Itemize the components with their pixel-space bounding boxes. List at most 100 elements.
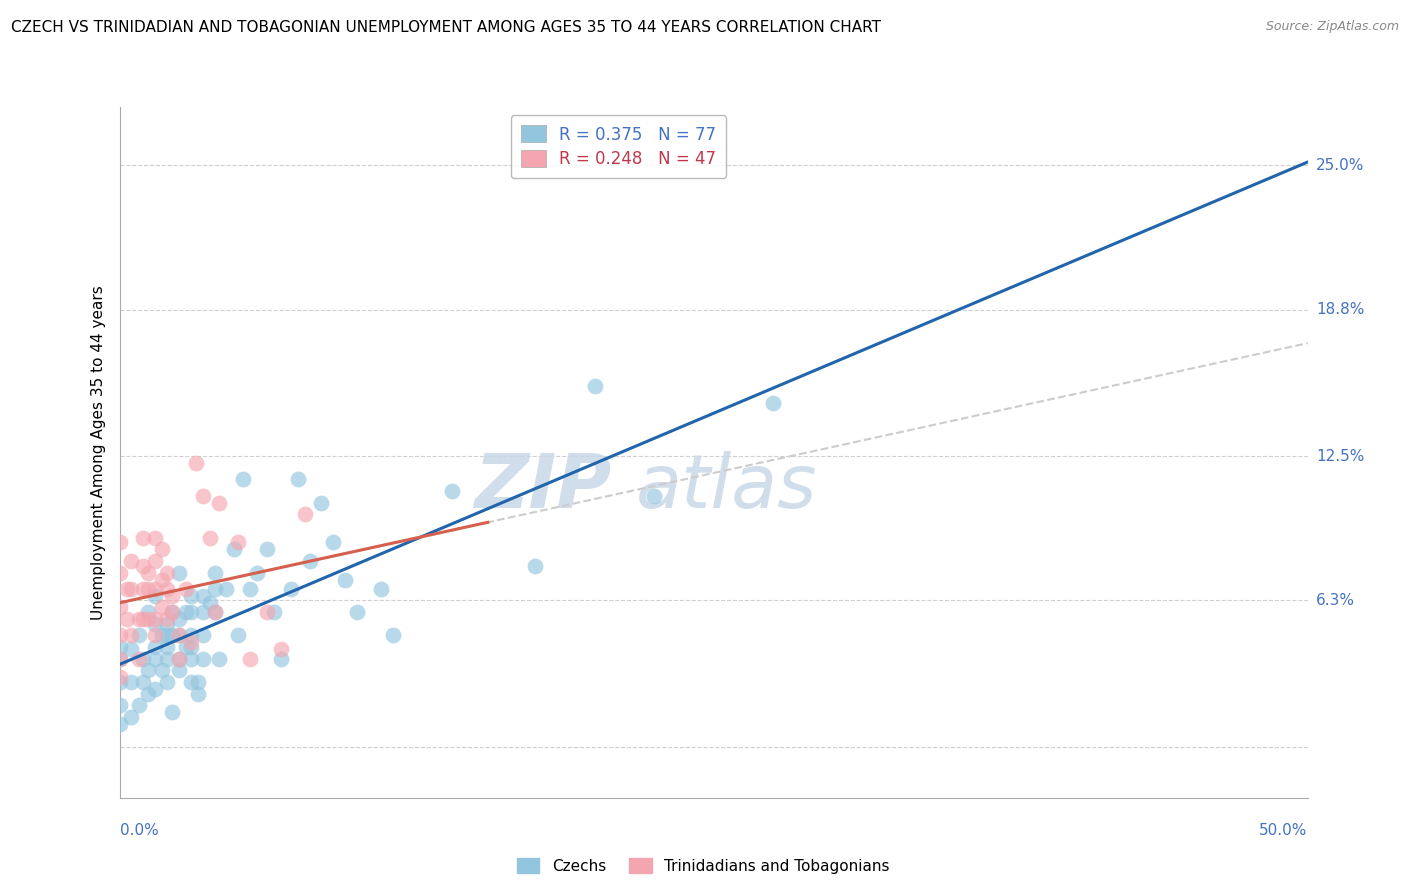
- Text: 18.8%: 18.8%: [1316, 302, 1364, 317]
- Point: [180, 628, 202, 642]
- Text: atlas: atlas: [637, 451, 818, 524]
- Point: [132, 651, 155, 665]
- Point: [191, 589, 214, 603]
- Point: [150, 600, 173, 615]
- Point: [143, 628, 166, 642]
- Point: [167, 612, 190, 626]
- Point: [156, 566, 179, 580]
- Point: [132, 558, 155, 573]
- Point: [441, 484, 464, 499]
- Point: [381, 628, 404, 642]
- Point: [108, 566, 131, 580]
- Point: [156, 640, 179, 654]
- Text: Source: ZipAtlas.com: Source: ZipAtlas.com: [1265, 20, 1399, 33]
- Point: [132, 675, 155, 690]
- Point: [136, 612, 159, 626]
- Point: [204, 605, 226, 619]
- Point: [143, 612, 166, 626]
- Point: [160, 705, 183, 719]
- Point: [174, 640, 197, 654]
- Point: [143, 531, 166, 545]
- Point: [115, 612, 138, 626]
- Point: [150, 628, 173, 642]
- Point: [150, 542, 173, 557]
- Point: [204, 582, 226, 596]
- Point: [643, 489, 665, 503]
- Point: [108, 651, 131, 665]
- Point: [180, 635, 202, 649]
- Point: [239, 582, 262, 596]
- Point: [180, 675, 202, 690]
- Point: [156, 651, 179, 665]
- Point: [167, 651, 190, 665]
- Point: [128, 612, 150, 626]
- Point: [120, 642, 142, 657]
- Point: [120, 554, 142, 568]
- Point: [180, 589, 202, 603]
- Point: [215, 582, 238, 596]
- Point: [132, 612, 155, 626]
- Point: [174, 582, 197, 596]
- Point: [187, 675, 209, 690]
- Point: [204, 605, 226, 619]
- Point: [180, 605, 202, 619]
- Point: [150, 573, 173, 587]
- Point: [143, 554, 166, 568]
- Text: CZECH VS TRINIDADIAN AND TOBAGONIAN UNEMPLOYMENT AMONG AGES 35 TO 44 YEARS CORRE: CZECH VS TRINIDADIAN AND TOBAGONIAN UNEM…: [11, 20, 882, 35]
- Point: [136, 687, 159, 701]
- Point: [222, 542, 245, 557]
- Text: 50.0%: 50.0%: [1260, 823, 1308, 838]
- Point: [108, 651, 131, 665]
- Point: [136, 566, 159, 580]
- Point: [167, 628, 190, 642]
- Point: [256, 605, 278, 619]
- Point: [120, 582, 142, 596]
- Point: [167, 663, 190, 677]
- Point: [143, 681, 166, 696]
- Point: [335, 573, 357, 587]
- Point: [156, 616, 179, 631]
- Text: 6.3%: 6.3%: [1316, 593, 1355, 608]
- Point: [167, 628, 190, 642]
- Point: [150, 663, 173, 677]
- Point: [128, 698, 150, 713]
- Point: [524, 558, 547, 573]
- Point: [143, 616, 166, 631]
- Legend: R = 0.375   N = 77, R = 0.248   N = 47: R = 0.375 N = 77, R = 0.248 N = 47: [510, 115, 725, 178]
- Point: [208, 496, 231, 510]
- Point: [174, 605, 197, 619]
- Point: [180, 651, 202, 665]
- Point: [136, 663, 159, 677]
- Point: [762, 395, 785, 409]
- Point: [156, 582, 179, 596]
- Point: [156, 612, 179, 626]
- Point: [115, 582, 138, 596]
- Point: [167, 651, 190, 665]
- Point: [108, 535, 131, 549]
- Point: [132, 582, 155, 596]
- Text: 25.0%: 25.0%: [1316, 158, 1364, 173]
- Text: 0.0%: 0.0%: [120, 823, 159, 838]
- Point: [160, 605, 183, 619]
- Point: [108, 716, 131, 731]
- Point: [143, 651, 166, 665]
- Point: [270, 651, 292, 665]
- Point: [120, 710, 142, 724]
- Point: [136, 582, 159, 596]
- Point: [256, 542, 278, 557]
- Text: ZIP: ZIP: [475, 450, 613, 524]
- Point: [298, 554, 321, 568]
- Point: [583, 379, 606, 393]
- Point: [294, 508, 316, 522]
- Point: [287, 473, 309, 487]
- Point: [204, 566, 226, 580]
- Point: [370, 582, 392, 596]
- Point: [191, 489, 214, 503]
- Point: [160, 589, 183, 603]
- Point: [136, 605, 159, 619]
- Point: [143, 640, 166, 654]
- Point: [208, 651, 231, 665]
- Y-axis label: Unemployment Among Ages 35 to 44 years: Unemployment Among Ages 35 to 44 years: [90, 285, 105, 620]
- Point: [108, 670, 131, 684]
- Point: [191, 628, 214, 642]
